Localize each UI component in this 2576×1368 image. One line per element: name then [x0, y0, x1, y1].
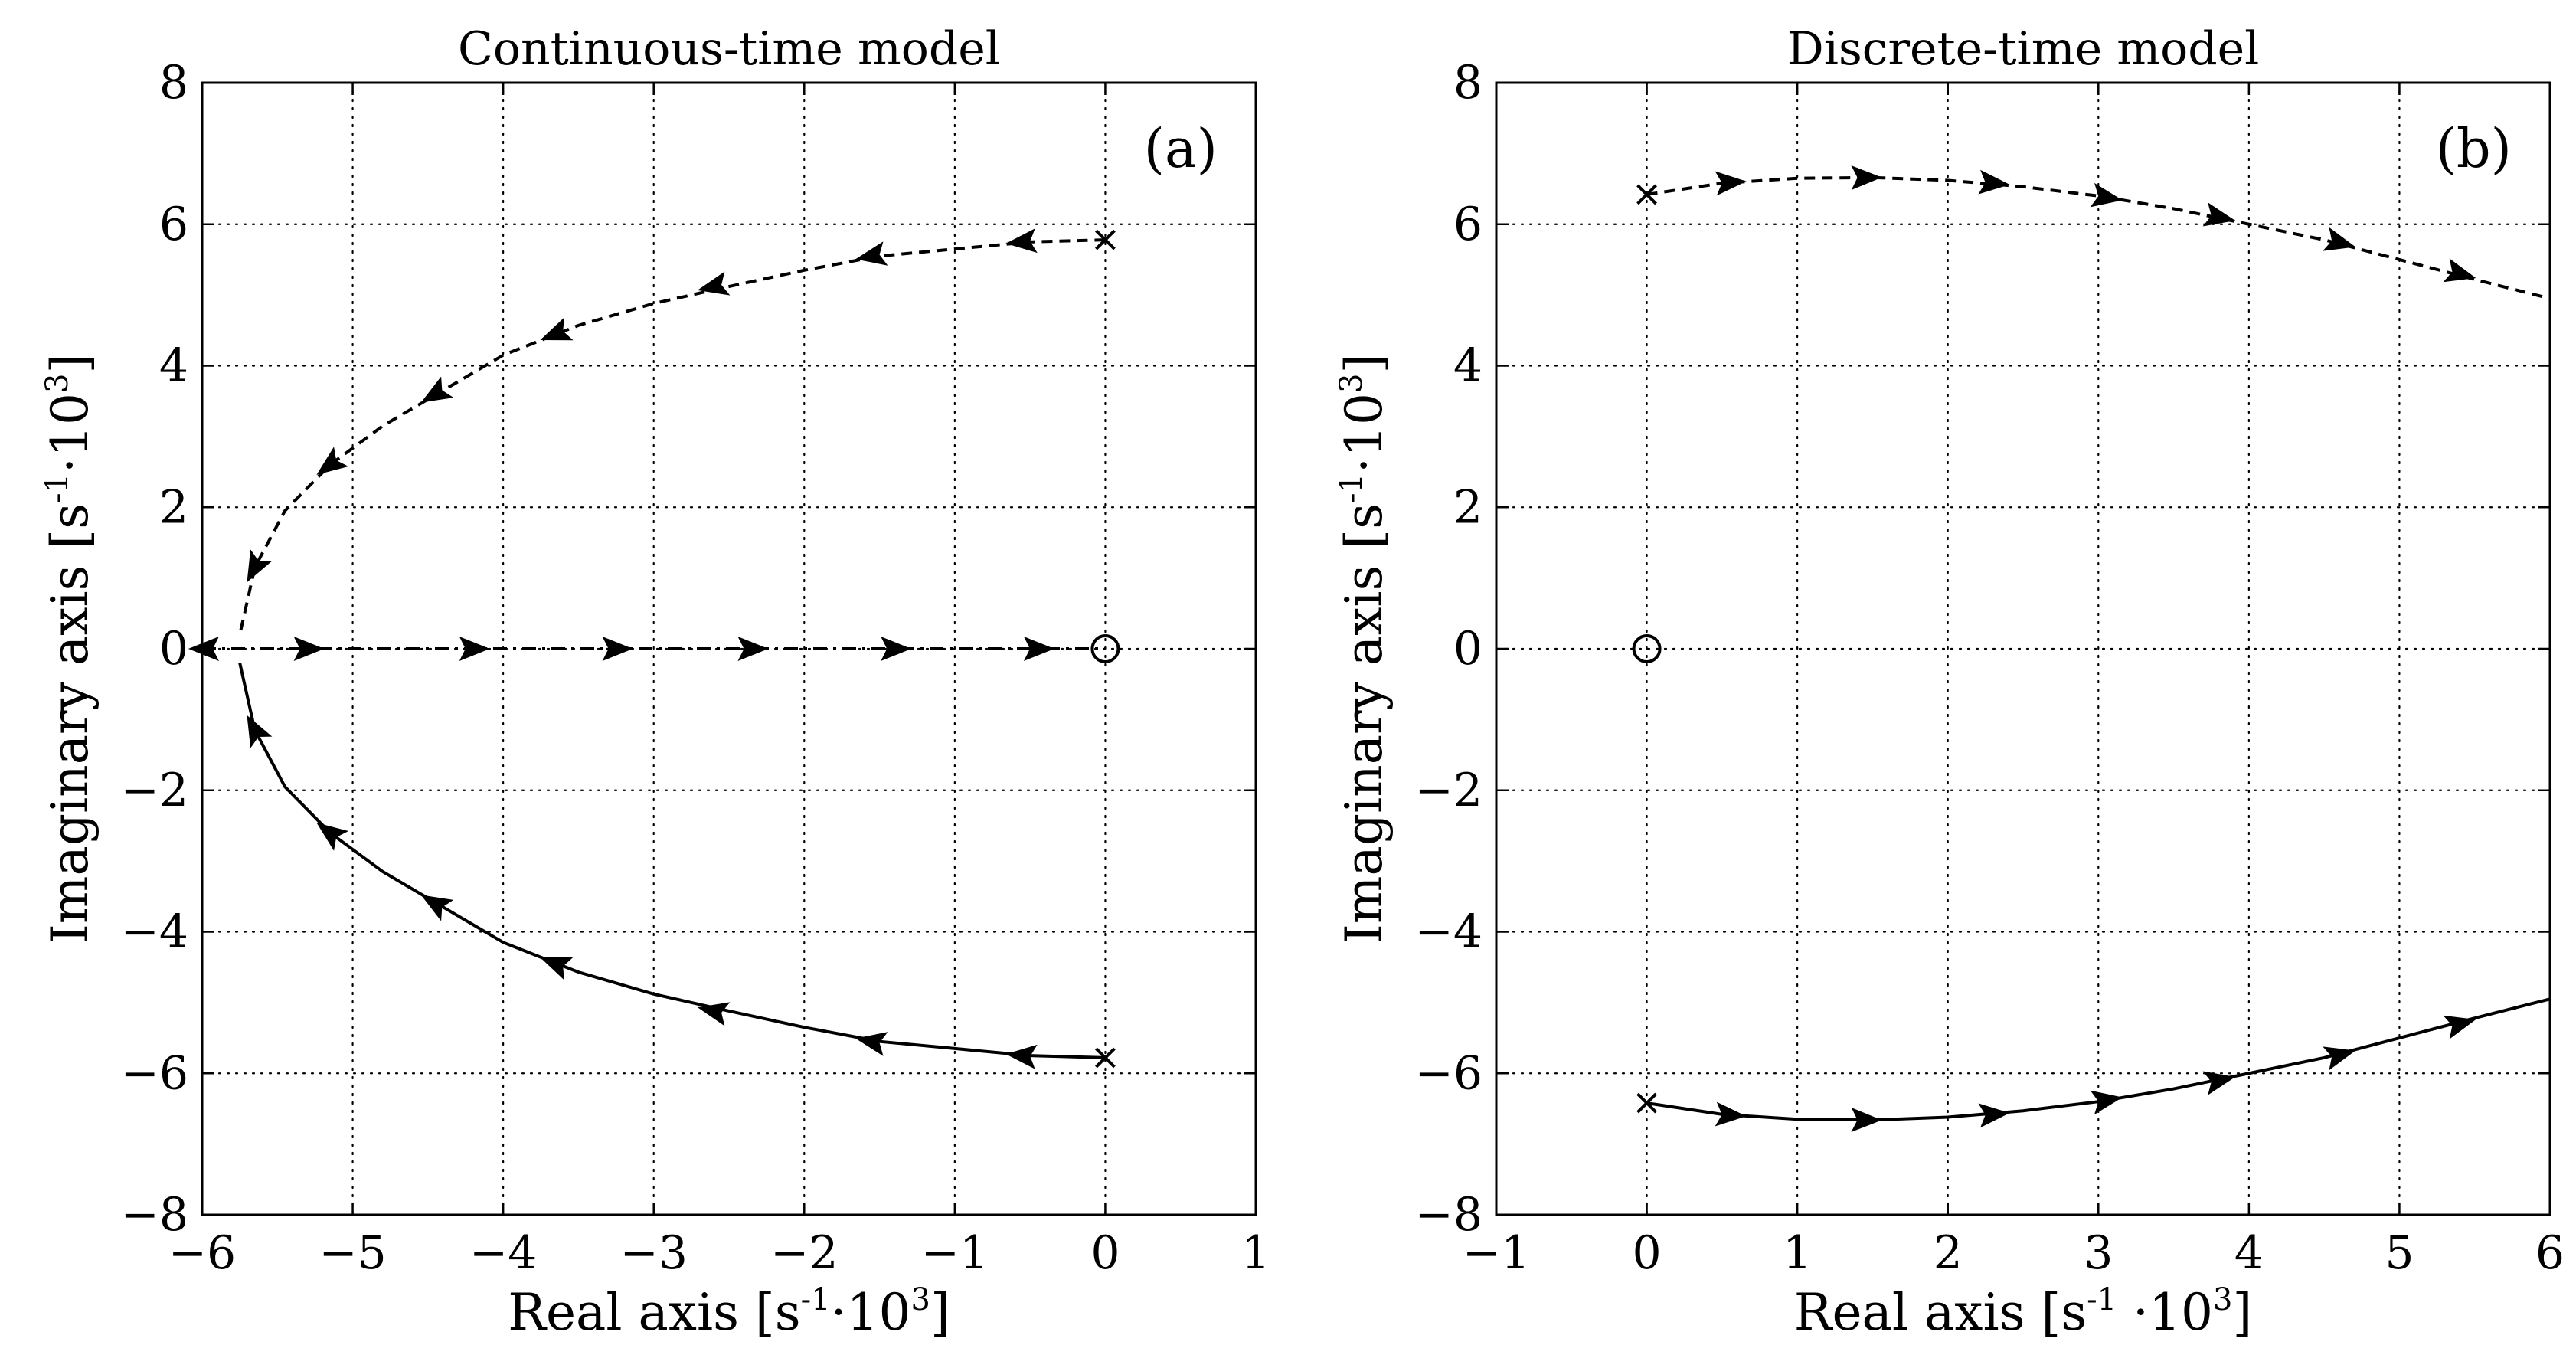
x-tick-label: −3 — [619, 1226, 687, 1280]
x-axis-title: Real axis [s-1·103] — [508, 1282, 950, 1342]
direction-arrow — [2443, 1015, 2476, 1039]
direction-arrow — [2323, 227, 2356, 251]
panel-label: (b) — [2436, 117, 2512, 180]
pole-marker — [1095, 229, 1116, 250]
y-tick-label: 2 — [159, 480, 188, 534]
y-tick-label: 0 — [1453, 622, 1483, 676]
direction-arrow — [459, 637, 490, 661]
x-tick-label: 5 — [2385, 1226, 2414, 1280]
panel-b: −1 0 1 2 3 4 5 6 −8 −6 −4 −2 0 2 4 6 8 Discrete-time mode… — [1334, 22, 2565, 1342]
direction-arrow — [602, 637, 633, 661]
direction-arrow — [855, 1032, 888, 1056]
locus-lower-branch — [238, 663, 1106, 1059]
direction-arrow — [316, 447, 349, 475]
y-axis-title: Imaginary axis [s-1·103] — [40, 354, 100, 944]
locus-upper-branch — [1646, 175, 2551, 300]
direction-arrow — [540, 957, 574, 980]
chart-title: Discrete-time model — [1787, 22, 2260, 76]
y-tick-label: −6 — [1415, 1046, 1483, 1100]
x-tick-label: −2 — [770, 1226, 838, 1280]
direction-arrow — [855, 241, 888, 266]
panel-label: (a) — [1144, 117, 1218, 180]
y-tick-label: 8 — [1453, 56, 1483, 110]
y-tick-label: −4 — [121, 905, 188, 959]
direction-arrow — [1851, 165, 1882, 190]
direction-arrow — [1978, 169, 2010, 195]
x-tick-label: 4 — [2234, 1226, 2264, 1280]
direction-arrow — [881, 637, 912, 661]
direction-arrow — [1715, 171, 1747, 196]
x-tick-label: −5 — [319, 1226, 386, 1280]
plot-frame — [1495, 81, 2551, 1216]
direction-arrow — [2090, 1090, 2123, 1115]
y-tick-label: −2 — [121, 764, 188, 817]
y-tick-label: −4 — [1415, 905, 1483, 959]
direction-arrow — [737, 637, 769, 661]
direction-arrow — [247, 715, 273, 748]
direction-arrow — [540, 317, 574, 341]
direction-arrow — [1023, 637, 1054, 661]
chart-title: Continuous-time model — [458, 22, 1000, 76]
direction-arrow — [697, 1002, 731, 1026]
zero-marker — [1090, 634, 1120, 663]
y-tick-label: 4 — [159, 339, 188, 393]
direction-arrow — [420, 895, 454, 921]
locus-upper-branch — [238, 238, 1106, 635]
y-axis-title: Imaginary axis [s-1·103] — [1334, 354, 1394, 944]
direction-arrow — [1005, 228, 1038, 254]
direction-arrow — [2202, 1071, 2236, 1095]
x-tick-label: 0 — [1090, 1226, 1120, 1280]
y-tick-label: −8 — [121, 1188, 188, 1242]
y-tick-label: 4 — [1453, 339, 1483, 393]
direction-arrow — [1851, 1108, 1882, 1133]
direction-arrow — [420, 376, 454, 403]
x-tick-label: 1 — [1783, 1226, 1812, 1280]
y-tick-label: 2 — [1453, 480, 1483, 534]
x-tick-label: 1 — [1241, 1226, 1270, 1280]
y-tick-label: −8 — [1415, 1188, 1483, 1242]
pole-marker — [1636, 1092, 1657, 1114]
zero-marker — [1632, 634, 1662, 663]
y-tick-label: 0 — [159, 622, 188, 676]
x-tick-label: −1 — [1463, 1226, 1530, 1280]
direction-arrow — [293, 637, 325, 661]
pole-marker — [1095, 1047, 1116, 1069]
x-tick-label: −1 — [921, 1226, 989, 1280]
x-tick-label: 6 — [2535, 1226, 2565, 1280]
x-tick-label: 2 — [1934, 1226, 1963, 1280]
direction-arrow — [697, 271, 731, 296]
panel-a: −6 −5 −4 −3 −2 −1 0 1−8−6−4−202468Continuous-ti… — [40, 22, 1270, 1342]
direction-arrow — [1978, 1103, 2010, 1128]
y-tick-label: −6 — [121, 1046, 188, 1100]
direction-arrow — [2443, 258, 2476, 283]
direction-arrow — [247, 549, 273, 583]
direction-arrow — [1715, 1101, 1747, 1127]
direction-arrow — [1005, 1044, 1038, 1069]
direction-arrow — [2090, 182, 2123, 208]
x-tick-label: −6 — [168, 1226, 236, 1280]
y-tick-label: 6 — [1453, 198, 1483, 251]
direction-arrow — [316, 823, 349, 851]
x-tick-label: −4 — [469, 1226, 537, 1280]
direction-arrow — [2202, 202, 2236, 227]
direction-arrow — [188, 637, 219, 661]
x-tick-label: 0 — [1632, 1226, 1661, 1280]
direction-arrow — [2323, 1046, 2356, 1071]
x-axis-title: Real axis [s-1 ·103] — [1794, 1282, 2252, 1342]
pole-marker — [1636, 184, 1657, 205]
x-tick-label: 3 — [2084, 1226, 2113, 1280]
y-tick-label: −2 — [1415, 764, 1483, 817]
y-tick-label: 8 — [159, 56, 188, 110]
y-tick-label: 6 — [159, 198, 188, 251]
